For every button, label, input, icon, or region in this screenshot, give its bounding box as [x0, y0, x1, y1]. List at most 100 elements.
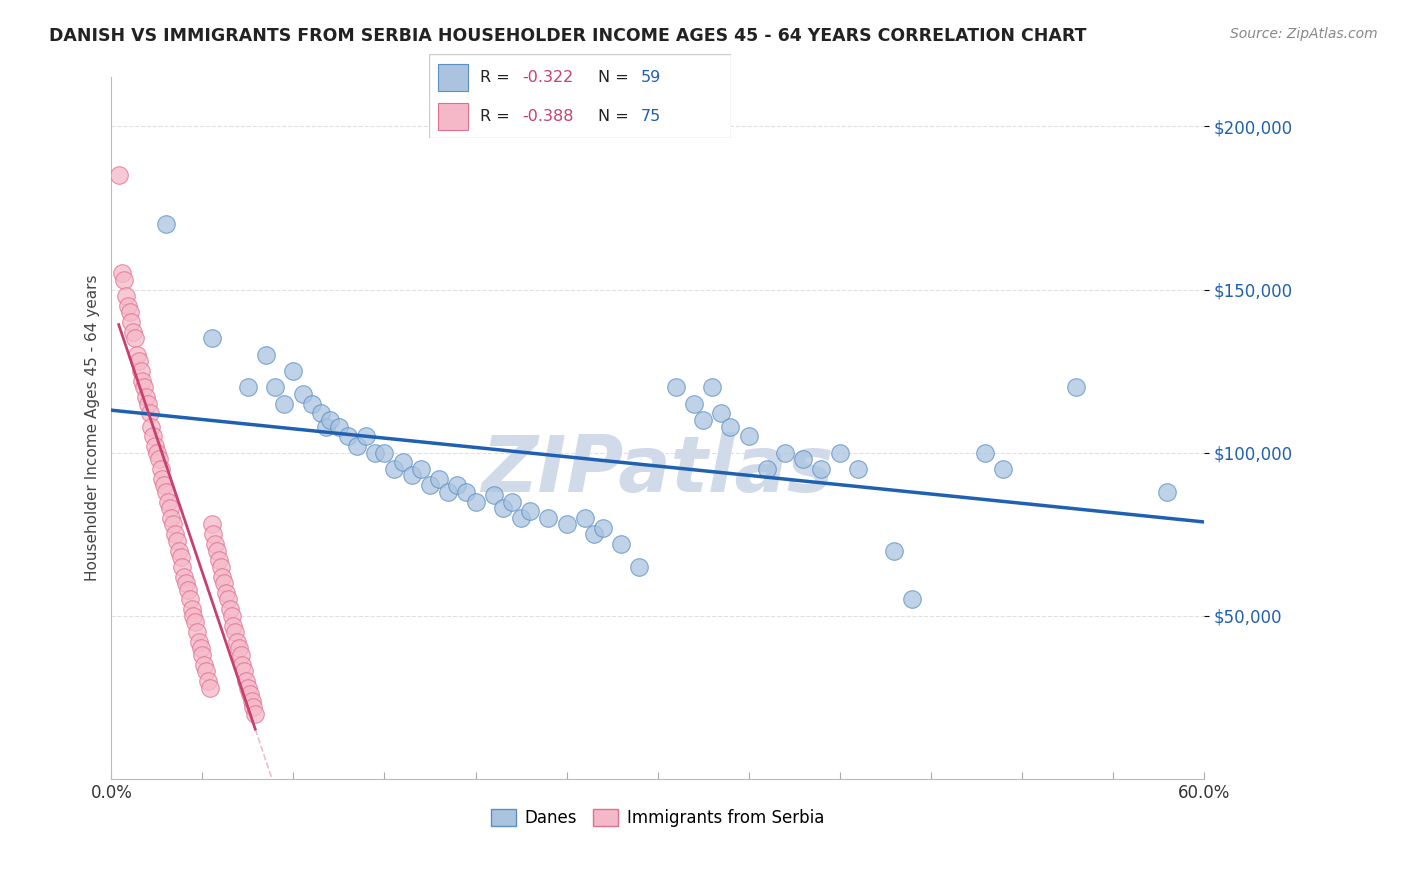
Point: [208, 553, 231, 567]
Point: [215, 586, 238, 600]
Point: [186, 625, 208, 640]
Point: [519, 504, 541, 518]
Text: R =: R =: [481, 109, 515, 124]
Point: [124, 331, 146, 345]
Point: [193, 657, 215, 672]
Point: [792, 452, 814, 467]
FancyBboxPatch shape: [429, 54, 731, 138]
Point: [179, 592, 201, 607]
Point: [172, 559, 194, 574]
Point: [183, 608, 205, 623]
Text: R =: R =: [481, 70, 515, 85]
Text: ZIPatlas: ZIPatlas: [481, 433, 834, 508]
Point: [737, 429, 759, 443]
Point: [373, 445, 395, 459]
Point: [364, 445, 387, 459]
Point: [683, 397, 706, 411]
Point: [136, 397, 159, 411]
Point: [167, 543, 190, 558]
Point: [254, 348, 277, 362]
Text: N =: N =: [598, 109, 634, 124]
Point: [202, 527, 225, 541]
Point: [134, 380, 156, 394]
Point: [510, 511, 533, 525]
Point: [883, 543, 905, 558]
Point: [165, 527, 187, 541]
Point: [149, 462, 172, 476]
Point: [610, 537, 633, 551]
Point: [229, 648, 252, 662]
Point: [233, 665, 256, 679]
FancyBboxPatch shape: [437, 63, 468, 91]
Point: [574, 511, 596, 525]
Point: [718, 419, 741, 434]
Point: [115, 289, 138, 303]
Point: [401, 468, 423, 483]
Y-axis label: Householder Income Ages 45 - 64 years: Householder Income Ages 45 - 64 years: [86, 275, 100, 582]
Point: [226, 635, 249, 649]
Point: [810, 462, 832, 476]
Point: [236, 380, 259, 394]
Point: [224, 625, 246, 640]
Text: 59: 59: [641, 70, 661, 85]
Point: [456, 484, 478, 499]
Point: [148, 452, 170, 467]
Text: N =: N =: [598, 70, 634, 85]
Point: [537, 511, 560, 525]
Point: [846, 462, 869, 476]
Point: [218, 602, 240, 616]
Point: [592, 521, 614, 535]
Point: [204, 537, 226, 551]
Point: [111, 266, 134, 280]
Text: 75: 75: [641, 109, 661, 124]
Point: [236, 681, 259, 695]
Point: [337, 429, 360, 443]
Point: [501, 494, 523, 508]
Point: [174, 576, 197, 591]
Point: [628, 559, 651, 574]
Point: [129, 364, 152, 378]
Point: [125, 348, 148, 362]
Point: [446, 478, 468, 492]
Text: -0.388: -0.388: [523, 109, 574, 124]
Point: [264, 380, 287, 394]
Point: [356, 429, 378, 443]
Point: [222, 618, 245, 632]
Point: [200, 517, 222, 532]
Point: [117, 299, 139, 313]
Point: [120, 315, 142, 329]
Point: [427, 472, 450, 486]
Point: [153, 478, 176, 492]
Point: [173, 569, 195, 583]
Point: [346, 439, 368, 453]
Point: [143, 439, 166, 453]
Point: [155, 484, 177, 499]
Point: [184, 615, 207, 630]
Point: [273, 397, 295, 411]
Point: [228, 641, 250, 656]
Point: [702, 380, 724, 394]
Point: [328, 419, 350, 434]
Point: [209, 559, 232, 574]
Point: [901, 592, 924, 607]
Point: [309, 407, 332, 421]
Point: [162, 517, 184, 532]
Legend: Danes, Immigrants from Serbia: Danes, Immigrants from Serbia: [484, 802, 831, 834]
Point: [112, 273, 135, 287]
Point: [221, 608, 243, 623]
Text: -0.322: -0.322: [523, 70, 574, 85]
Point: [974, 445, 997, 459]
Point: [200, 331, 222, 345]
Point: [166, 533, 188, 548]
Point: [159, 501, 181, 516]
Point: [419, 478, 441, 492]
Point: [177, 582, 200, 597]
Point: [205, 543, 228, 558]
Point: [710, 407, 733, 421]
Point: [773, 445, 796, 459]
Point: [122, 325, 145, 339]
Point: [190, 641, 212, 656]
Text: Source: ZipAtlas.com: Source: ZipAtlas.com: [1230, 27, 1378, 41]
Point: [993, 462, 1015, 476]
Point: [160, 511, 183, 525]
